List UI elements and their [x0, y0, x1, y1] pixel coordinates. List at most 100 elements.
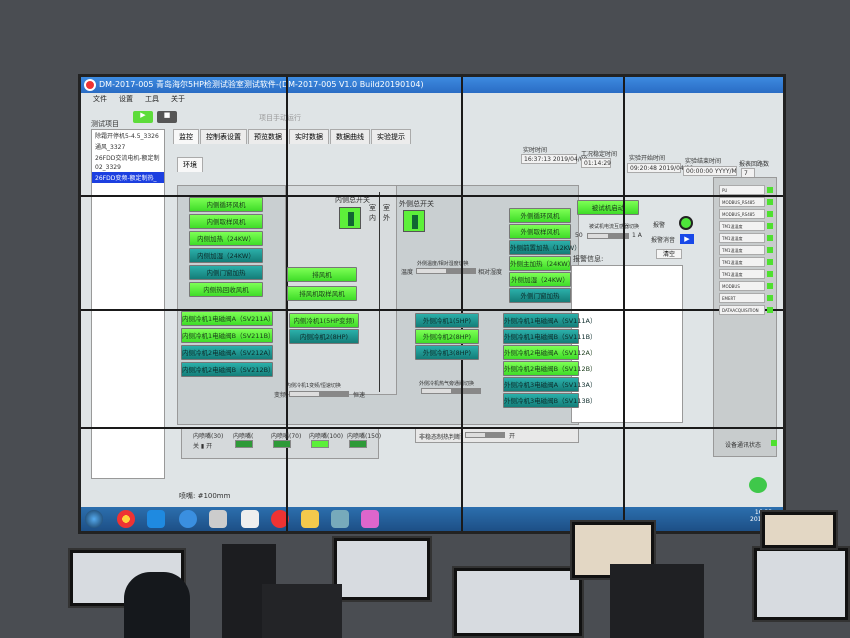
report-count-label: 报表回路数: [739, 161, 770, 168]
stable-time-field: 01:14:29: [581, 158, 611, 168]
device-status-indicator: [767, 235, 773, 241]
control-button[interactable]: 外侧冷机3电磁阀B（SV113B）: [503, 393, 597, 408]
device-status-indicator: [767, 211, 773, 217]
app-icon[interactable]: [147, 510, 165, 528]
device-status-item: TM1温湿度: [719, 245, 765, 255]
control-button[interactable]: 外侧冷机2(8HP): [415, 329, 479, 344]
project-item[interactable]: 通风_3327: [95, 144, 126, 151]
inner-main-switch[interactable]: [339, 207, 361, 229]
device-comm-indicator: [771, 440, 777, 446]
control-button[interactable]: 内侧冷机1(5HP变频): [289, 313, 359, 328]
realtime-label: 实时时间: [523, 147, 548, 154]
menu-file[interactable]: 文件: [93, 95, 107, 103]
device-status-indicator: [767, 295, 773, 301]
control-button[interactable]: 内侧加热（24KW）: [189, 231, 263, 246]
test-start-button[interactable]: 被试机启动: [577, 200, 639, 215]
menu-about[interactable]: 关于: [171, 95, 185, 103]
start-menu-icon[interactable]: [85, 510, 103, 528]
outer-switch-label: 外侧总开关: [399, 200, 434, 208]
control-button[interactable]: 内侧取样风机: [189, 214, 263, 229]
paint-icon[interactable]: [361, 510, 379, 528]
inner-freq-right: 恒速: [353, 392, 366, 399]
outer-main-switch[interactable]: [403, 210, 425, 232]
tab-data-curve[interactable]: 数据曲线: [330, 129, 370, 144]
alarm-label: 报警: [653, 222, 666, 229]
nozzle-indicator: [235, 440, 253, 448]
inner-freq-slider[interactable]: [289, 391, 349, 397]
control-button[interactable]: 内侧热回收风机: [189, 282, 263, 297]
project-item-selected[interactable]: 26FDD变频-额定制热_: [92, 172, 164, 183]
alarm-info-box[interactable]: [571, 265, 683, 423]
control-button[interactable]: 内侧冷机1电磁阀B（SV211B）: [181, 328, 275, 343]
stop-button[interactable]: ■: [157, 111, 177, 123]
desk-monitor: [452, 566, 584, 638]
menu-tools[interactable]: 工具: [145, 95, 159, 103]
room-out-label: 室外: [383, 204, 390, 222]
control-button[interactable]: 外侧门窗加热: [509, 288, 571, 303]
control-button[interactable]: 外侧冷机1电磁阀B（SV111B）: [503, 329, 597, 344]
desk-monitor: [760, 510, 838, 550]
control-button[interactable]: 内侧门窗加热: [189, 265, 263, 280]
desk-monitor: [752, 546, 850, 622]
control-button[interactable]: 外侧冷机1电磁阀A（SV111A）: [503, 313, 597, 328]
device-status-item: MODBUS_RS485: [719, 197, 765, 207]
nozzle-30-switch[interactable]: 关 ▮ 开: [193, 443, 213, 450]
control-button[interactable]: 外侧冷机1(5HP): [415, 313, 479, 328]
control-button[interactable]: 外侧冷机2电磁阀B（SV112B）: [503, 361, 597, 376]
end-time-label: 实验结束时间: [685, 158, 722, 165]
tab-monitor[interactable]: 监控: [173, 129, 199, 144]
control-button[interactable]: 内侧冷机2电磁阀B（SV212B）: [181, 362, 275, 377]
menu-settings[interactable]: 设置: [119, 95, 133, 103]
control-button[interactable]: 外侧主加热（24KW）: [509, 256, 574, 271]
ie-icon[interactable]: [179, 510, 197, 528]
project-list[interactable]: 除霜开停机5-4.5_3326 通风_3327 26FDD交流电机-额定制 02…: [91, 129, 165, 479]
device-comm-label: 设备通讯状态: [725, 442, 762, 449]
outer-cooler-slider[interactable]: [421, 388, 481, 394]
start-button[interactable]: ▶: [133, 111, 153, 123]
control-button[interactable]: 内侧冷机2(8HP): [289, 329, 359, 344]
control-button[interactable]: 外侧取样风机: [509, 224, 571, 239]
control-button[interactable]: 外侧循环风机: [509, 208, 571, 223]
control-button[interactable]: 外侧前置加热（12KW）: [509, 240, 581, 255]
tab-realtime-data[interactable]: 实时数据: [289, 129, 329, 144]
chrome-icon[interactable]: [117, 510, 135, 528]
control-button[interactable]: 排风机取样风机: [287, 286, 357, 301]
end-time-field[interactable]: 00:00:00 YYYY/MM/DD: [683, 166, 737, 176]
app-logo-icon: [84, 79, 96, 91]
project-item[interactable]: 02_3329: [95, 164, 121, 171]
switch-off-label: 关: [193, 443, 200, 450]
nozzle-30-label: 内喷嘴(30): [193, 433, 224, 440]
control-button[interactable]: 排风机: [287, 267, 357, 282]
control-button[interactable]: 内侧加湿（24KW）: [189, 248, 263, 263]
subtab-environment[interactable]: 环境: [177, 157, 203, 172]
control-button[interactable]: 内侧冷机2电磁阀A（SV212A）: [181, 345, 275, 360]
control-button[interactable]: 外侧冷机2电磁阀A（SV112A）: [503, 345, 597, 360]
notepad-icon[interactable]: [241, 510, 259, 528]
room-divider: [379, 192, 380, 392]
clear-alarm-button[interactable]: 清空: [656, 249, 682, 259]
inner-switch-label: 内侧总开关: [335, 196, 370, 204]
defrost-slider[interactable]: [465, 432, 505, 438]
remote-desktop-icon[interactable]: [331, 510, 349, 528]
tab-control-settings[interactable]: 控制表设置: [200, 129, 247, 144]
test-software-icon[interactable]: [271, 510, 289, 528]
outer-temp-slider[interactable]: [416, 268, 476, 274]
media-icon[interactable]: [209, 510, 227, 528]
project-item[interactable]: 除霜开停机5-4.5_3326: [95, 133, 159, 140]
control-button[interactable]: 内侧冷机1电磁阀A（SV211A）: [181, 311, 275, 326]
switch-on-label: 开: [206, 443, 213, 450]
project-item[interactable]: 26FDD交流电机-额定制: [95, 155, 160, 162]
current-slider[interactable]: [587, 233, 629, 239]
device-status-item: TM1温湿度: [719, 257, 765, 267]
control-button[interactable]: 外侧加湿（24KW）: [509, 272, 571, 287]
control-button[interactable]: 外侧冷机3(8HP): [415, 345, 479, 360]
tab-preview-data[interactable]: 预览数据: [248, 129, 288, 144]
control-button[interactable]: 内侧循环风机: [189, 197, 263, 212]
device-status-indicator: [767, 283, 773, 289]
tab-experiment-tips[interactable]: 实验提示: [371, 129, 411, 144]
nozzle-indicator: [311, 440, 329, 448]
control-button[interactable]: 外侧冷机3电磁阀A（SV113A）: [503, 377, 597, 392]
folder-icon[interactable]: [301, 510, 319, 528]
alarm-mute-label: 报警消音: [651, 237, 676, 244]
speaker-mute-icon[interactable]: ▶: [680, 234, 694, 244]
